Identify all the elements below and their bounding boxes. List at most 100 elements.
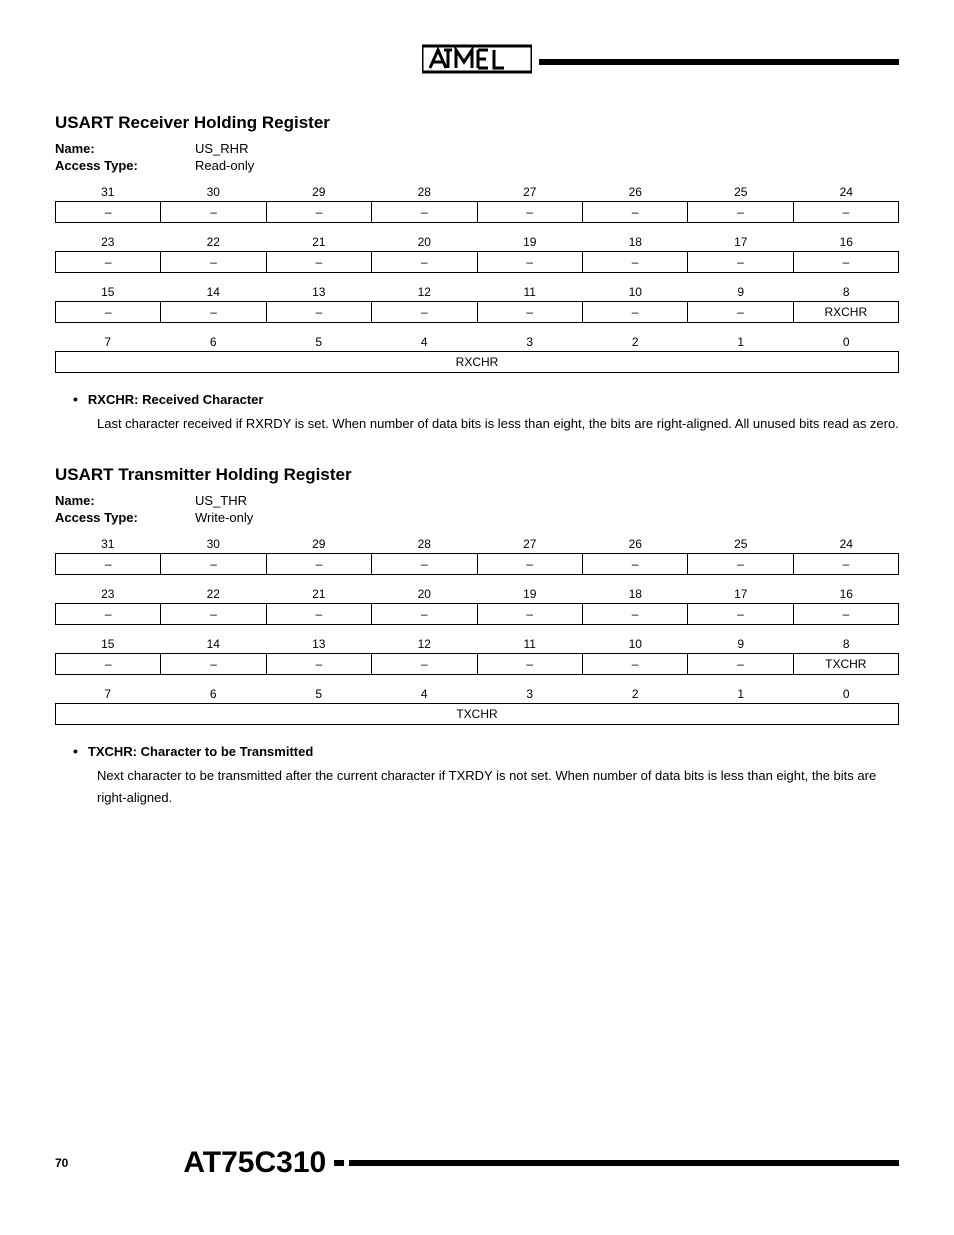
bit-field-cell: – [160,554,265,574]
register-section: USART Receiver Holding Register Name:US_R… [55,113,899,435]
bit-field-cell: RXCHR [793,302,899,322]
bit-number-row: 15141312111098 [55,635,899,653]
bit-field-cell: – [266,654,371,674]
meta-row-access: Access Type:Read-only [55,158,899,173]
bit-field-row: RXCHR [55,351,899,373]
bit-field-cell: – [266,302,371,322]
bit-number-cell: 29 [266,535,372,553]
bit-number-cell: 8 [794,635,900,653]
meta-row-name: Name:US_RHR [55,141,899,156]
bit-field-cell: – [687,604,792,624]
bit-number-row: 2322212019181716 [55,233,899,251]
bit-field-cell: – [687,202,792,222]
header-rule [539,59,899,65]
meta-label: Name: [55,493,195,508]
bit-field-cell: – [266,604,371,624]
bit-number-cell: 17 [688,233,794,251]
bit-number-cell: 15 [55,635,161,653]
bullet-icon: • [73,391,78,407]
bit-number-cell: 15 [55,283,161,301]
bit-number-cell: 20 [372,233,478,251]
bit-field-row: TXCHR [55,703,899,725]
bit-number-cell: 21 [266,233,372,251]
bit-number-cell: 26 [583,183,689,201]
bit-number-cell: 28 [372,183,478,201]
bit-number-cell: 3 [477,685,583,703]
bit-number-cell: 6 [161,685,267,703]
bit-number-cell: 5 [266,685,372,703]
bullet-title: TXCHR: Character to be Transmitted [88,744,313,759]
bit-number-cell: 31 [55,183,161,201]
bit-number-cell: 5 [266,333,372,351]
bit-field-row: –––––––– [55,201,899,223]
bit-number-cell: 18 [583,585,689,603]
bit-number-cell: 20 [372,585,478,603]
bullet-header-line: • TXCHR: Character to be Transmitted [55,743,899,759]
register-section: USART Transmitter Holding Register Name:U… [55,465,899,809]
bit-field-cell: – [160,252,265,272]
bullet-icon: • [73,743,78,759]
bit-number-cell: 18 [583,233,689,251]
bit-field-row: –––––––– [55,553,899,575]
bit-field-cell: – [371,554,476,574]
bit-number-cell: 8 [794,283,900,301]
content-area: USART Receiver Holding Register Name:US_R… [55,113,899,809]
meta-row-name: Name:US_THR [55,493,899,508]
bit-number-row: 15141312111098 [55,283,899,301]
bit-number-cell: 2 [583,685,689,703]
bit-number-cell: 29 [266,183,372,201]
bit-field-cell: – [371,252,476,272]
bit-field-cell: – [687,554,792,574]
bit-number-cell: 16 [794,233,900,251]
bit-field-cell: – [477,604,582,624]
bit-number-cell: 9 [688,283,794,301]
bit-number-row: 76543210 [55,685,899,703]
bit-field-cell: – [371,302,476,322]
bit-field-cell: – [582,604,687,624]
field-description: •RXCHR: Received CharacterLast character… [55,391,899,435]
bit-number-cell: 3 [477,333,583,351]
bit-field-cell: – [55,654,160,674]
bit-number-cell: 23 [55,233,161,251]
section-title: USART Transmitter Holding Register [55,465,899,485]
bit-field-cell: – [477,554,582,574]
atmel-logo [422,40,532,83]
bit-number-cell: 25 [688,183,794,201]
bit-number-cell: 31 [55,535,161,553]
bit-field-cell: – [793,604,899,624]
meta-row-access: Access Type:Write-only [55,510,899,525]
bit-field-merged-cell: TXCHR [55,704,899,724]
bit-row-group: 76543210RXCHR [55,333,899,373]
bit-number-cell: 27 [477,535,583,553]
bit-number-cell: 0 [794,333,900,351]
page: USART Receiver Holding Register Name:US_R… [0,0,954,1235]
bullet-text: Last character received if RXRDY is set.… [97,413,899,435]
bit-field-cell: TXCHR [793,654,899,674]
bit-number-row: 3130292827262524 [55,535,899,553]
bit-field-cell: – [582,554,687,574]
bit-field-merged-cell: RXCHR [55,352,899,372]
bit-number-cell: 24 [794,183,900,201]
bit-number-cell: 4 [372,685,478,703]
bit-row-group: 76543210TXCHR [55,685,899,725]
bit-field-cell: – [582,202,687,222]
bit-number-cell: 7 [55,685,161,703]
field-description: • TXCHR: Character to be Transmitted Next … [55,743,899,809]
bit-field-cell: – [371,654,476,674]
bit-number-cell: 23 [55,585,161,603]
bit-number-cell: 16 [794,585,900,603]
section-title: USART Receiver Holding Register [55,113,899,133]
bit-number-cell: 25 [688,535,794,553]
bit-number-cell: 7 [55,333,161,351]
bit-number-cell: 14 [161,635,267,653]
bit-number-cell: 9 [688,635,794,653]
bit-field-cell: – [477,202,582,222]
bit-field-cell: – [160,604,265,624]
meta-value: Read-only [195,158,254,173]
meta-value: US_THR [195,493,247,508]
bit-field-cell: – [371,604,476,624]
bullet-text: Next character to be transmitted after t… [97,765,899,809]
bit-field-cell: – [55,252,160,272]
bit-number-cell: 13 [266,283,372,301]
meta-label: Name: [55,141,195,156]
